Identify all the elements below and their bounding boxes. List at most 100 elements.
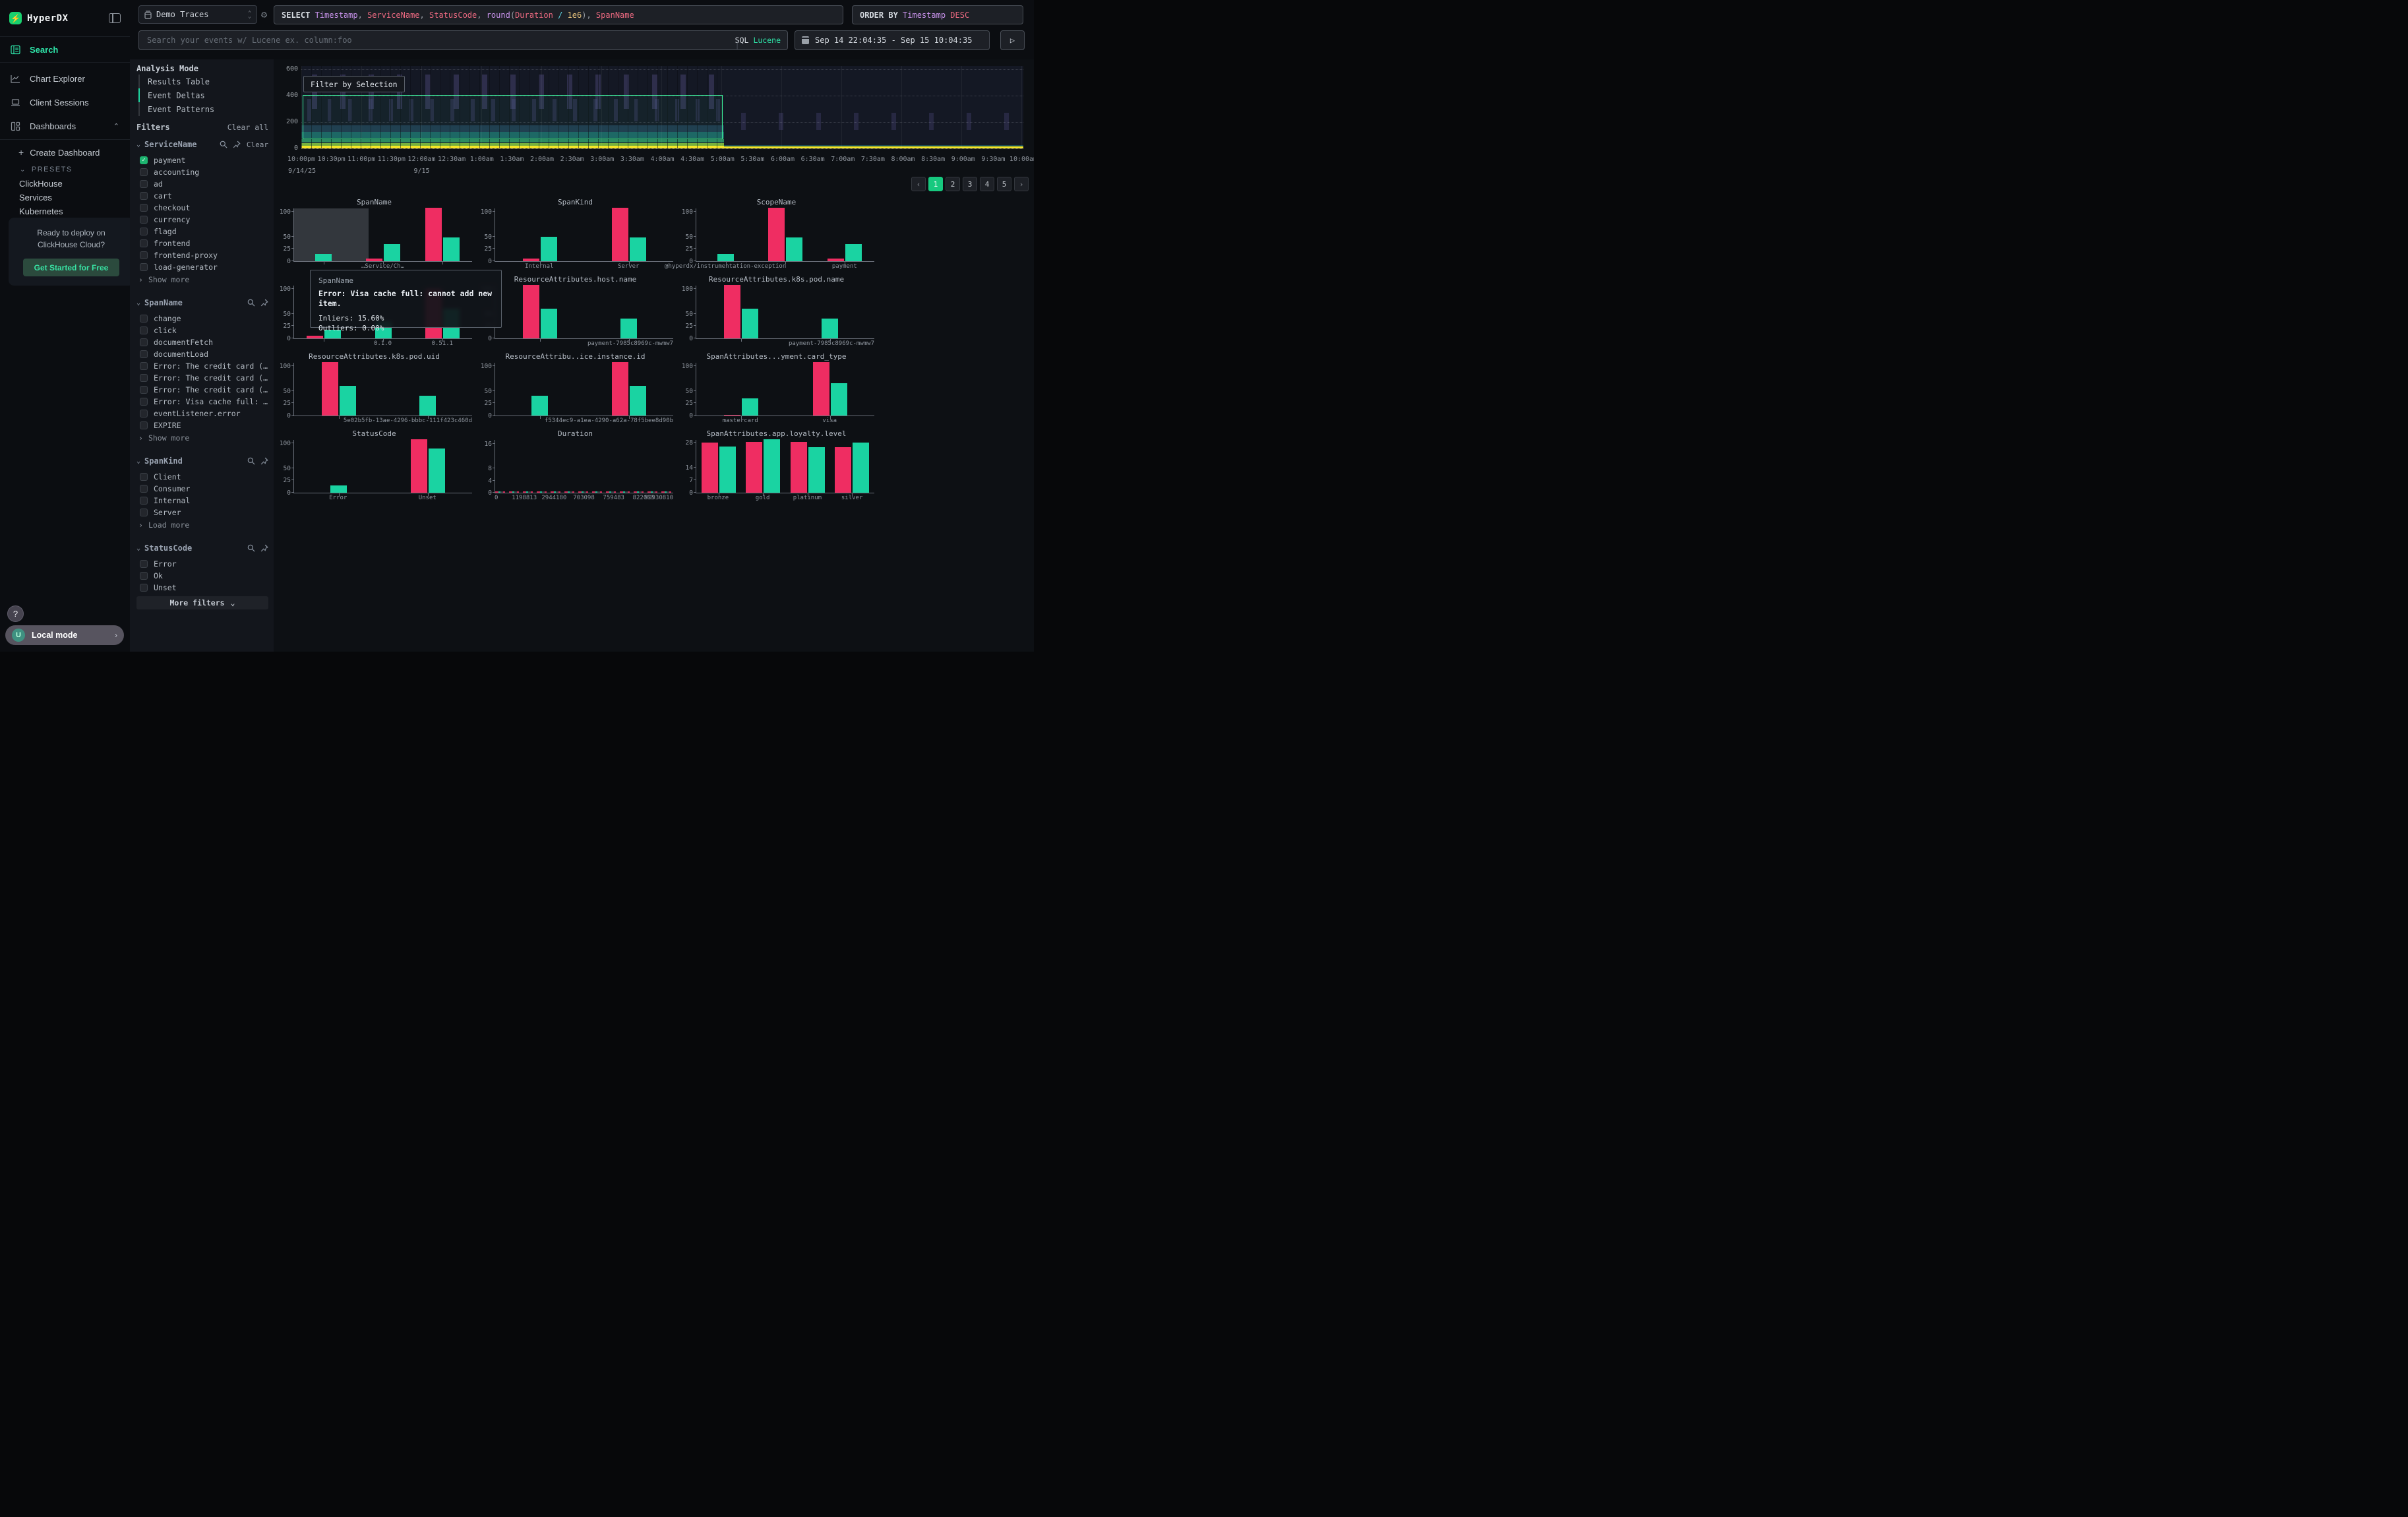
checkbox[interactable] [140, 473, 148, 481]
sidebar-preset-kubernetes[interactable]: Kubernetes [0, 204, 130, 218]
checkbox[interactable] [140, 386, 148, 394]
checkbox[interactable] [140, 192, 148, 200]
page-next-button[interactable]: › [1014, 177, 1029, 191]
checkbox[interactable] [140, 204, 148, 212]
filter-option-error[interactable]: Error [130, 558, 274, 570]
search-input[interactable] [146, 35, 735, 46]
gear-icon[interactable]: ⚙ [261, 9, 267, 20]
bar-pink[interactable] [366, 259, 382, 262]
filter-option-currency[interactable]: currency [130, 214, 274, 226]
bar-green[interactable] [719, 447, 736, 493]
bar-green[interactable] [853, 443, 869, 493]
filter-option-eventlistener-error[interactable]: eventListener.error [130, 408, 274, 419]
checkbox[interactable] [140, 572, 148, 580]
local-mode-button[interactable]: U Local mode › [5, 625, 124, 645]
bar-pink[interactable] [791, 442, 807, 493]
checkbox[interactable] [140, 168, 148, 176]
filter-option-ok[interactable]: Ok [130, 570, 274, 582]
search-icon[interactable] [220, 140, 227, 148]
checkbox[interactable] [140, 509, 148, 516]
filter-option-accounting[interactable]: accounting [130, 166, 274, 178]
checkbox[interactable] [140, 315, 148, 323]
search-icon[interactable] [247, 544, 255, 552]
checkbox[interactable] [140, 228, 148, 235]
chevron-down-icon[interactable]: ⌄ [136, 299, 140, 307]
bar-green[interactable] [541, 309, 557, 338]
heatmap-selection-rect[interactable] [303, 95, 723, 139]
bar-green[interactable] [620, 319, 637, 338]
heatmap-plot[interactable]: Filter by Selection [301, 66, 1023, 149]
checkbox[interactable] [140, 497, 148, 505]
page-button-2[interactable]: 2 [946, 177, 960, 191]
sidebar-preset-services[interactable]: Services [0, 191, 130, 204]
show-more-servicename[interactable]: ›Show more [130, 273, 274, 286]
filter-option-client[interactable]: Client [130, 471, 274, 483]
bar-pink[interactable] [425, 208, 442, 261]
filter-option-error-the-credit-card[interactable]: Error: The credit card (… [130, 384, 274, 396]
bar-pink[interactable] [411, 439, 427, 493]
bar-green[interactable] [630, 237, 646, 261]
bar-pink[interactable] [746, 442, 762, 493]
sidebar-preset-clickhouse[interactable]: ClickHouse [0, 177, 130, 191]
pin-icon[interactable] [260, 544, 268, 552]
filter-option-server[interactable]: Server [130, 507, 274, 518]
bar-pink[interactable] [307, 336, 323, 339]
bar-green[interactable] [630, 386, 646, 416]
run-query-button[interactable]: ▷ [1000, 30, 1025, 50]
sidebar-collapse-icon[interactable] [109, 13, 121, 23]
checkbox[interactable] [140, 251, 148, 259]
sidebar-item-chart-explorer[interactable]: Chart Explorer [0, 67, 130, 90]
checkbox[interactable] [140, 398, 148, 406]
chevron-down-icon[interactable]: ⌄ [136, 545, 140, 552]
clear-filter-button[interactable]: Clear [247, 140, 268, 149]
lucene-toggle[interactable]: Lucene [753, 36, 781, 45]
show-more-spanname[interactable]: ›Show more [130, 431, 274, 445]
sidebar-item-search[interactable]: Search [0, 37, 130, 63]
checkbox[interactable] [140, 180, 148, 188]
bar-green[interactable] [742, 309, 758, 338]
page-button-4[interactable]: 4 [980, 177, 994, 191]
filter-by-selection-button[interactable]: Filter by Selection [303, 76, 405, 92]
bar-pink[interactable] [813, 362, 829, 416]
get-started-button[interactable]: Get Started for Free [23, 259, 119, 276]
filter-option-payment[interactable]: ✓payment [130, 154, 274, 166]
filter-option-internal[interactable]: Internal [130, 495, 274, 507]
page-prev-button[interactable]: ‹ [911, 177, 926, 191]
bar-green[interactable] [419, 396, 436, 416]
checkbox[interactable]: ✓ [140, 156, 148, 164]
bar-green[interactable] [845, 244, 862, 261]
checkbox[interactable] [140, 326, 148, 334]
filter-option-frontend[interactable]: frontend [130, 237, 274, 249]
checkbox[interactable] [140, 485, 148, 493]
presets-toggle[interactable]: ⌄ PRESETS [0, 162, 130, 177]
filter-option-flagd[interactable]: flagd [130, 226, 274, 237]
date-range-picker[interactable]: Sep 14 22:04:35 - Sep 15 10:04:35 [795, 30, 990, 50]
checkbox[interactable] [140, 584, 148, 592]
filter-option-load-generator[interactable]: load-generator [130, 261, 274, 273]
bar-green[interactable] [531, 396, 548, 416]
bar-green[interactable] [384, 244, 400, 261]
filter-option-cart[interactable]: cart [130, 190, 274, 202]
filter-option-change[interactable]: change [130, 313, 274, 325]
bar-green[interactable] [822, 319, 838, 338]
bar-pink[interactable] [768, 208, 785, 261]
bar-green[interactable] [429, 449, 445, 493]
bar-pink[interactable] [828, 259, 844, 262]
bar-green[interactable] [808, 447, 825, 493]
checkbox[interactable] [140, 421, 148, 429]
filter-option-click[interactable]: click [130, 325, 274, 336]
page-button-5[interactable]: 5 [997, 177, 1011, 191]
bar-green[interactable] [541, 237, 557, 262]
checkbox[interactable] [140, 338, 148, 346]
bar-pink[interactable] [612, 362, 628, 416]
show-more-spankind[interactable]: ›Load more [130, 518, 274, 532]
select-query-input[interactable]: SELECT Timestamp, ServiceName, StatusCod… [274, 5, 843, 24]
bar-pink[interactable] [724, 415, 740, 416]
help-button[interactable]: ? [7, 605, 24, 622]
filter-option-documentload[interactable]: documentLoad [130, 348, 274, 360]
data-source-select[interactable]: Demo Traces ⌃⌄ [138, 5, 257, 24]
chevron-down-icon[interactable]: ⌄ [136, 458, 140, 465]
checkbox[interactable] [140, 374, 148, 382]
bar-pink[interactable] [835, 447, 851, 493]
checkbox[interactable] [140, 216, 148, 224]
